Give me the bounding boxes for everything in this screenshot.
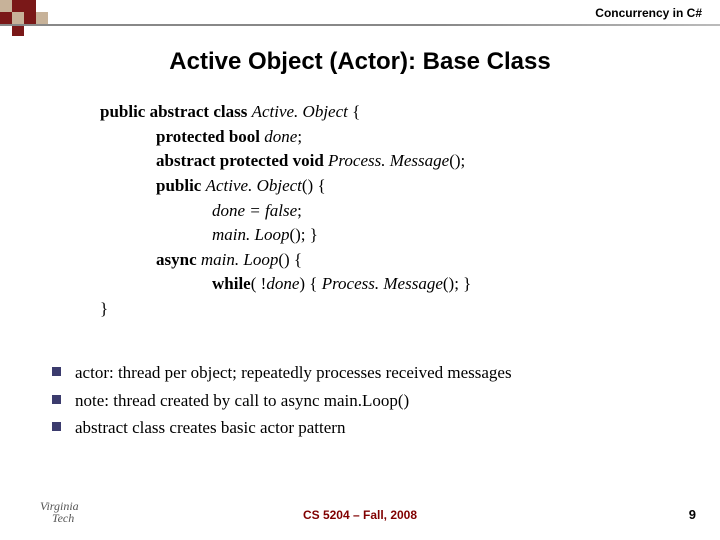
corner-decoration — [0, 0, 70, 40]
header-topic: Concurrency in C# — [595, 6, 702, 20]
code-text: main. Loop — [201, 250, 278, 269]
bullet-text: abstract class creates basic actor patte… — [75, 415, 345, 441]
bullet-text: note: thread created by call to async ma… — [75, 388, 409, 414]
deco-square — [12, 12, 24, 24]
code-text: done — [266, 274, 299, 293]
bullet-list: actor: thread per object; repeatedly pro… — [52, 360, 512, 443]
code-text: while — [212, 274, 251, 293]
code-text: async — [156, 250, 201, 269]
code-block: public abstract class Active. Object { p… — [100, 100, 471, 322]
deco-square — [0, 0, 12, 12]
bullet-icon — [52, 367, 61, 376]
code-text: main. Loop — [212, 225, 289, 244]
code-text: ; — [297, 127, 302, 146]
code-text: public abstract class — [100, 102, 252, 121]
code-text: () { — [278, 250, 302, 269]
code-text: done — [264, 127, 297, 146]
list-item: actor: thread per object; repeatedly pro… — [52, 360, 512, 386]
deco-square — [24, 0, 36, 12]
deco-square — [0, 12, 12, 24]
code-text: Process. Message — [322, 274, 443, 293]
code-text: (); } — [289, 225, 317, 244]
bullet-icon — [52, 422, 61, 431]
bullet-icon — [52, 395, 61, 404]
code-text: { — [348, 102, 360, 121]
header-divider — [0, 24, 720, 26]
slide-number: 9 — [689, 507, 696, 522]
code-text: () { — [302, 176, 326, 195]
code-text: (); — [449, 151, 465, 170]
code-text: ) { — [299, 274, 321, 293]
code-text: } — [100, 299, 108, 318]
list-item: abstract class creates basic actor patte… — [52, 415, 512, 441]
code-text: ; — [297, 201, 302, 220]
code-text: Process. Message — [328, 151, 449, 170]
code-text: Active. Object — [206, 176, 302, 195]
code-text: done = false — [212, 201, 297, 220]
footer-course: CS 5204 – Fall, 2008 — [0, 508, 720, 522]
code-text: ( ! — [251, 274, 267, 293]
code-text: (); } — [443, 274, 471, 293]
slide-title: Active Object (Actor): Base Class — [0, 48, 720, 76]
deco-square — [36, 12, 48, 24]
deco-square — [12, 0, 24, 12]
code-text: abstract protected void — [156, 151, 328, 170]
code-text: protected bool — [156, 127, 264, 146]
deco-square — [24, 12, 36, 24]
code-text: public — [156, 176, 206, 195]
list-item: note: thread created by call to async ma… — [52, 388, 512, 414]
code-text: Active. Object — [252, 102, 348, 121]
bullet-text: actor: thread per object; repeatedly pro… — [75, 360, 512, 386]
